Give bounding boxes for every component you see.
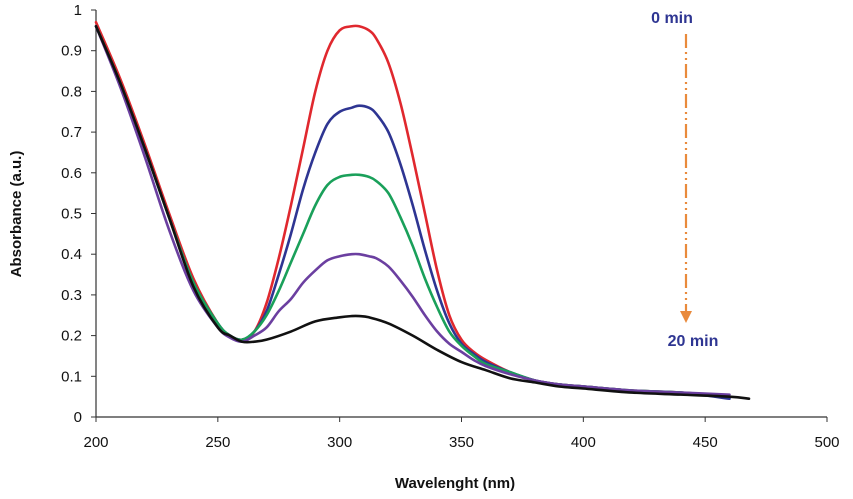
tick-labels: 0 0.1 0.2 0.3 0.4 0.5 0.6 0.7 0.8 0.9 1 200 250 300 35… — [61, 2, 839, 451]
series-line-5-min — [94, 24, 731, 400]
series-line-10-min — [94, 24, 731, 398]
y-tick-label: 0.2 — [61, 328, 82, 345]
axes — [91, 9, 828, 422]
x-tick-label: 200 — [83, 434, 108, 451]
series-line-20-min — [94, 24, 751, 400]
y-tick-label: 0 — [74, 409, 82, 426]
series-group — [94, 20, 751, 400]
x-tick-label: 400 — [571, 434, 596, 451]
end-time-label: 20 min — [668, 333, 719, 350]
x-axis-title: Wavelenght (nm) — [395, 475, 515, 492]
time-arrow-head-icon — [680, 311, 692, 323]
y-tick-label: 0.6 — [61, 165, 82, 182]
y-tick-label: 0.1 — [61, 368, 82, 385]
x-tick-label: 300 — [327, 434, 352, 451]
x-tick-label: 450 — [693, 434, 718, 451]
y-tick-label: 0.5 — [61, 206, 82, 223]
x-tick-label: 250 — [205, 434, 230, 451]
series-line-15-min — [94, 24, 731, 396]
y-tick-label: 0.4 — [61, 246, 82, 263]
y-tick-label: 0.9 — [61, 43, 82, 60]
y-tick-label: 0.3 — [61, 287, 82, 304]
y-tick-label: 0.7 — [61, 124, 82, 141]
x-tick-label: 350 — [449, 434, 474, 451]
time-annotation: 0 min 20 min — [651, 10, 718, 350]
start-time-label: 0 min — [651, 10, 693, 27]
x-tick-label: 500 — [814, 434, 839, 451]
y-tick-label: 0.8 — [61, 83, 82, 100]
y-axis-title: Absorbance (a.u.) — [8, 151, 25, 278]
y-tick-label: 1 — [74, 2, 82, 19]
